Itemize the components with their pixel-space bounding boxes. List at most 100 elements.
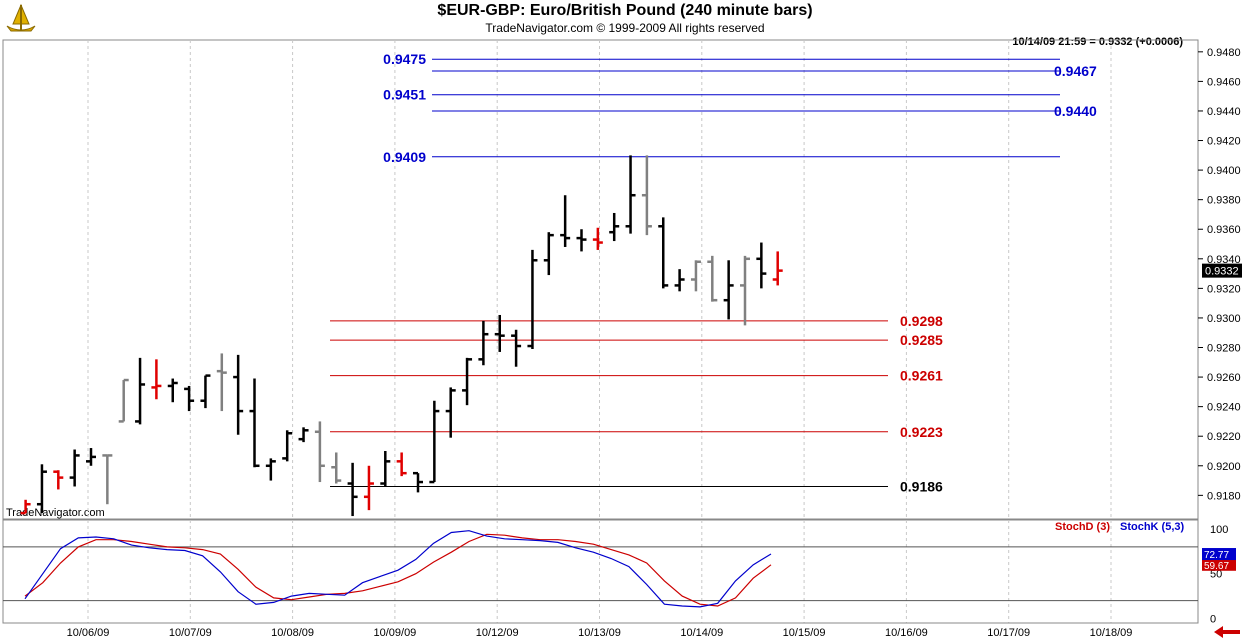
ohlc-bar <box>462 357 473 406</box>
level-label: 0.9223 <box>900 424 943 440</box>
ohlc-bar <box>347 462 358 517</box>
chart-header: $EUR-GBP: Euro/British Pound (240 minute… <box>0 0 1250 40</box>
level-label: 0.9475 <box>383 51 426 67</box>
ohlc-bar <box>641 155 652 236</box>
legend-stochd: StochD (3) <box>1055 521 1110 533</box>
y-tick-label: 0.9480 <box>1207 47 1241 59</box>
last-price-label: 0.9332 <box>1205 266 1239 278</box>
y-tick-label: 0.9380 <box>1207 195 1241 207</box>
y-tick-label: 0.9400 <box>1207 165 1241 177</box>
ohlc-bar <box>216 353 227 412</box>
ohlc-bar <box>429 400 440 484</box>
x-tick-label: 10/06/09 <box>67 627 110 639</box>
ohlc-bar <box>560 195 571 247</box>
trade-navigator-logo-icon <box>4 2 38 34</box>
ohlc-bar <box>511 329 522 367</box>
y-tick-label: 0.9280 <box>1207 343 1241 355</box>
stoch-last-box <box>1202 558 1236 571</box>
level-label: 0.9285 <box>900 332 943 348</box>
y-tick-label: 0.9300 <box>1207 313 1241 325</box>
ohlc-bar <box>396 452 407 477</box>
stoch-series-line <box>24 530 772 608</box>
y-tick-label: 0.9420 <box>1207 136 1241 148</box>
ohlc-bar <box>118 378 129 423</box>
ohlc-bar <box>265 458 276 481</box>
stoch-y-tick-label: 50 <box>1210 569 1222 581</box>
ohlc-bar <box>363 465 374 511</box>
ohlc-bar <box>707 255 718 302</box>
ohlc-bar <box>772 251 783 286</box>
y-tick-label: 0.9200 <box>1207 461 1241 473</box>
ohlc-bar <box>380 450 391 487</box>
ohlc-bar <box>102 454 113 505</box>
ohlc-bar <box>478 320 489 366</box>
ohlc-bar <box>331 452 342 484</box>
ohlc-bar <box>167 378 178 403</box>
y-tick-label: 0.9180 <box>1207 490 1241 502</box>
scroll-left-arrow-icon[interactable] <box>1212 625 1242 639</box>
ohlc-bar <box>233 354 244 435</box>
watermark-text: TradeNavigator.com <box>6 507 105 519</box>
ohlc-bar <box>282 430 293 462</box>
price-panel-frame <box>2 39 1199 520</box>
x-tick-label: 10/08/09 <box>271 627 314 639</box>
price-axis: 0.9480 0.9460 0.9440 0.9420 0.9400 0.9380 0.93… <box>1198 47 1242 502</box>
stoch-panel-frame <box>2 519 1199 624</box>
level-label: 0.9451 <box>383 87 426 103</box>
y-tick-label: 0.9360 <box>1207 224 1241 236</box>
ohlc-bar <box>543 232 554 276</box>
y-tick-label: 0.9460 <box>1207 76 1241 88</box>
level-label: 0.9467 <box>1054 63 1097 79</box>
level-label: 0.9186 <box>900 478 943 494</box>
stoch-last-label: 59.67 <box>1204 561 1229 572</box>
quote-readout: 10/14/09 21:59 = 0.9332 (+0.0006) <box>1012 36 1183 48</box>
chart-title: $EUR-GBP: Euro/British Pound (240 minute… <box>437 2 813 19</box>
level-label: 0.9409 <box>383 149 426 165</box>
ohlc-bar <box>625 155 636 234</box>
ohlc-bar <box>36 464 47 514</box>
x-tick-label: 10/13/09 <box>578 627 621 639</box>
ohlc-bar <box>609 212 620 242</box>
ohlc-bar <box>740 255 750 326</box>
x-tick-label: 10/14/09 <box>680 627 723 639</box>
ohlc-bar <box>249 378 260 468</box>
ohlc-bar <box>314 421 325 483</box>
price-bars <box>20 155 783 517</box>
copyright-text: TradeNavigator.com © 1999-2009 All right… <box>485 21 765 35</box>
ohlc-bar <box>494 314 505 352</box>
ohlc-bar <box>756 242 767 289</box>
ohlc-bar <box>592 227 603 250</box>
last-price-box <box>1202 263 1242 278</box>
y-tick-label: 0.9320 <box>1207 283 1241 295</box>
x-tick-label: 10/17/09 <box>987 627 1030 639</box>
stoch-series-line <box>24 533 772 607</box>
level-label: 0.9261 <box>900 368 943 384</box>
stoch-last-box <box>1202 548 1236 561</box>
ohlc-bar <box>151 359 162 400</box>
stoch-last-label: 72.77 <box>1204 550 1229 561</box>
x-tick-label: 10/18/09 <box>1090 627 1133 639</box>
ohlc-bar <box>674 269 685 292</box>
y-tick-label: 0.9240 <box>1207 402 1241 414</box>
x-tick-label: 10/07/09 <box>169 627 212 639</box>
level-label: 0.9440 <box>1054 103 1097 119</box>
ohlc-bar <box>69 449 80 487</box>
y-tick-label: 0.9440 <box>1207 106 1241 118</box>
y-tick-label: 0.9340 <box>1207 254 1241 266</box>
level-label: 0.9298 <box>900 313 943 329</box>
ohlc-bar <box>200 374 211 409</box>
grid <box>2 39 1199 624</box>
x-tick-label: 10/16/09 <box>885 627 928 639</box>
ohlc-bar <box>20 499 31 515</box>
stoch-y-tick-label: 100 <box>1210 524 1228 536</box>
legend-stochk: StochK (5,3) <box>1120 521 1185 533</box>
ohlc-bar <box>723 260 734 320</box>
date-axis: 10/06/09 10/07/09 10/08/09 10/09/09 10/12/09… <box>3 622 1198 639</box>
ohlc-bar <box>298 427 309 443</box>
ohlc-bar <box>576 229 587 252</box>
x-tick-label: 10/12/09 <box>476 627 519 639</box>
ohlc-bar <box>53 470 64 490</box>
ohlc-bar <box>690 260 701 292</box>
